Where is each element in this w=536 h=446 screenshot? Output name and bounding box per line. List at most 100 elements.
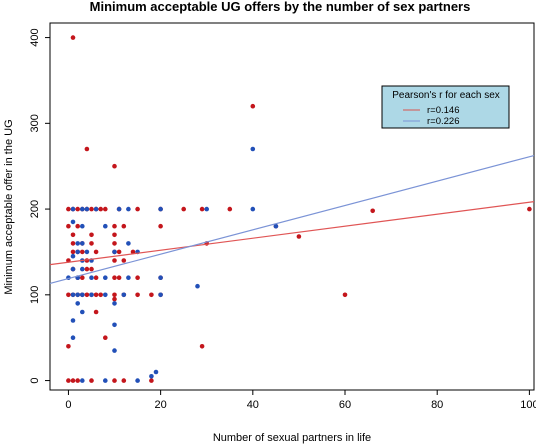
- data-point-blue-33: [70, 292, 76, 298]
- data-point-red-71: [112, 296, 117, 302]
- data-point-red-18: [227, 206, 233, 212]
- data-point-blue-42: [80, 309, 85, 315]
- data-point-red-51: [80, 275, 85, 281]
- data-point-blue-43: [70, 318, 76, 323]
- data-point-red-34: [112, 241, 117, 246]
- data-point-red-75: [66, 344, 71, 349]
- data-point-red-16: [181, 206, 186, 212]
- data-point-blue-31: [158, 275, 163, 281]
- data-point-red-70: [342, 292, 348, 298]
- y-tick-label-0: 0: [29, 378, 41, 384]
- data-point-red-52: [93, 275, 99, 281]
- data-point-blue-8: [204, 206, 209, 212]
- data-point-red-74: [199, 344, 205, 349]
- data-point-red-81: [121, 378, 127, 383]
- data-point-blue-1: [70, 206, 76, 212]
- data-point-red-20: [527, 206, 532, 212]
- data-point-red-21: [66, 223, 71, 229]
- x-tick-label-20: 20: [155, 399, 167, 411]
- data-point-blue-45: [70, 335, 76, 341]
- x-axis: 0 20 40 60 80 100: [65, 390, 536, 411]
- data-point-red-79: [89, 378, 94, 383]
- data-point-red-42: [130, 249, 136, 255]
- data-point-blue-28: [89, 275, 94, 281]
- y-tick-label-200: 200: [29, 200, 41, 218]
- data-point-red-80: [112, 378, 117, 383]
- data-point-red-31: [70, 241, 76, 246]
- data-point-blue-2: [80, 206, 85, 212]
- legend-entry-red: r=0.146: [427, 105, 460, 116]
- data-point-blue-9: [250, 206, 256, 212]
- data-point-red-25: [158, 223, 163, 229]
- x-tick-label-80: 80: [431, 399, 443, 411]
- data-point-blue-48: [149, 374, 154, 379]
- chart-title: Minimum acceptable UG offers by the numb…: [90, 0, 471, 14]
- data-point-blue-6: [126, 206, 131, 212]
- data-point-red-38: [80, 249, 85, 255]
- data-point-blue-39: [158, 292, 163, 298]
- fit-lines-layer: [49, 154, 535, 284]
- data-point-blue-51: [135, 378, 140, 383]
- data-point-blue-13: [273, 223, 279, 229]
- data-point-blue-32: [195, 283, 200, 289]
- data-point-red-14: [135, 206, 140, 212]
- data-point-blue-46: [112, 348, 117, 353]
- plot-frame: [49, 22, 535, 391]
- fit-line-red: [49, 201, 535, 266]
- data-point-red-64: [98, 292, 103, 298]
- y-tick-label-300: 300: [29, 114, 41, 132]
- data-point-blue-11: [80, 223, 85, 229]
- data-point-blue-4: [93, 206, 99, 212]
- data-point-blue-10: [70, 219, 76, 225]
- data-point-red-78: [75, 378, 80, 383]
- data-point-blue-30: [126, 275, 131, 281]
- data-point-red-23: [112, 223, 117, 229]
- data-point-red-63: [93, 292, 99, 298]
- data-point-red-54: [116, 275, 122, 281]
- data-point-red-72: [93, 309, 99, 315]
- data-point-red-4: [66, 206, 71, 212]
- data-point-red-68: [149, 292, 154, 298]
- data-point-red-67: [135, 292, 140, 298]
- x-axis-label: Number of sexual partners in life: [213, 432, 371, 444]
- data-point-blue-38: [121, 292, 127, 298]
- data-point-blue-44: [112, 322, 117, 328]
- legend-title: Pearson's r for each sex: [392, 90, 500, 101]
- data-point-blue-14: [75, 241, 80, 246]
- data-point-red-28: [89, 232, 94, 238]
- data-point-blue-35: [80, 292, 85, 298]
- data-point-red-6: [75, 206, 80, 212]
- data-point-blue-50: [103, 378, 108, 383]
- data-point-blue-5: [116, 206, 122, 212]
- data-point-red-73: [103, 335, 108, 341]
- data-point-red-82: [149, 378, 154, 383]
- data-point-red-36: [70, 249, 76, 255]
- data-point-blue-47: [153, 369, 159, 375]
- data-point-blue-41: [112, 301, 117, 306]
- data-point-red-55: [135, 275, 140, 281]
- fit-line-blue: [49, 154, 535, 284]
- data-point-blue-34: [75, 292, 80, 298]
- data-point-red-3: [112, 163, 117, 169]
- data-point-red-57: [66, 292, 71, 298]
- data-point-blue-12: [103, 223, 108, 229]
- data-point-blue-0: [250, 146, 256, 152]
- y-axis: 0 100 200 300 400: [29, 28, 50, 384]
- y-tick-label-100: 100: [29, 286, 41, 304]
- marks-layer: [66, 35, 532, 383]
- data-point-red-45: [112, 258, 117, 263]
- data-point-red-2: [84, 146, 90, 152]
- data-point-blue-16: [126, 241, 131, 246]
- data-point-blue-29: [103, 275, 108, 281]
- data-point-red-27: [70, 232, 76, 238]
- data-point-blue-19: [84, 249, 90, 255]
- x-tick-label-100: 100: [520, 399, 536, 411]
- data-point-red-19: [370, 208, 376, 214]
- x-tick-label-0: 0: [65, 399, 71, 411]
- legend: Pearson's r for each sex r=0.146 r=0.226: [381, 85, 510, 129]
- data-point-red-12: [103, 206, 108, 212]
- data-point-red-30: [296, 234, 302, 239]
- data-point-red-76: [66, 378, 71, 383]
- data-point-red-11: [98, 206, 103, 212]
